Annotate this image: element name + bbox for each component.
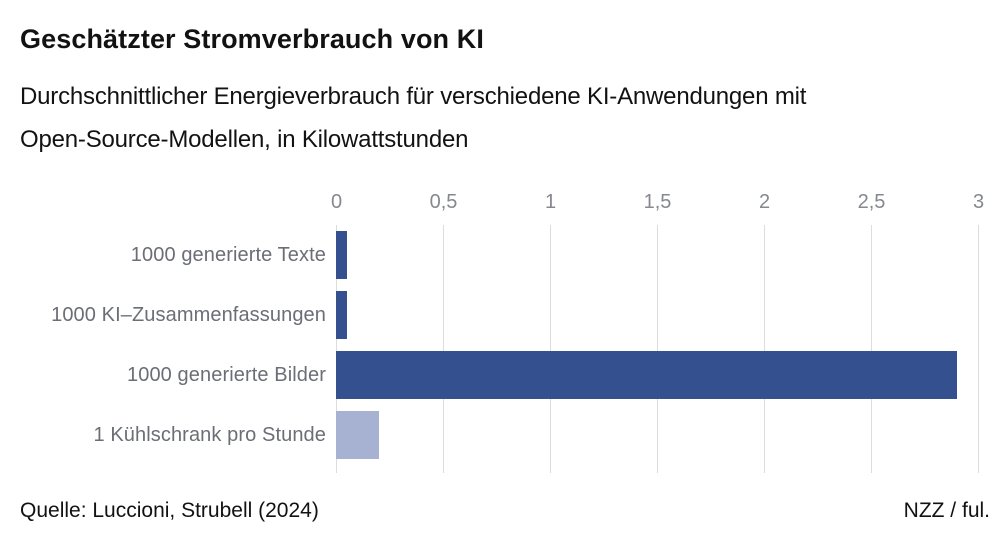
x-gridline bbox=[978, 225, 979, 473]
category-label: 1 Kühlschrank pro Stunde bbox=[93, 424, 326, 446]
category-label: 1000 generierte Bilder bbox=[127, 364, 326, 386]
bar-2 bbox=[336, 291, 347, 339]
source-note: Quelle: Luccioni, Strubell (2024) bbox=[20, 499, 319, 522]
x-tick-label: 2 bbox=[758, 191, 771, 213]
x-tick-label: 2,5 bbox=[857, 191, 886, 213]
category-label: 1000 KI–Zusammenfassungen bbox=[51, 304, 326, 326]
x-tick-label: 0,5 bbox=[429, 191, 458, 213]
x-gridline bbox=[764, 225, 765, 473]
chart-subtitle-line-1: Durchschnittlicher Energieverbrauch für … bbox=[20, 83, 807, 110]
bar-3 bbox=[336, 351, 957, 399]
x-gridline bbox=[443, 225, 444, 473]
bar-4 bbox=[336, 411, 379, 459]
category-label: 1000 generierte Texte bbox=[130, 244, 326, 266]
x-gridline bbox=[871, 225, 872, 473]
x-tick-label: 0 bbox=[330, 191, 343, 213]
x-tick-label: 1 bbox=[544, 191, 557, 213]
x-gridline bbox=[657, 225, 658, 473]
x-tick-label: 1,5 bbox=[643, 191, 672, 213]
chart-subtitle: Durchschnittlicher Energieverbrauch für … bbox=[20, 75, 806, 161]
chart-title: Geschätzter Stromverbrauch von KI bbox=[20, 24, 484, 54]
x-gridline bbox=[550, 225, 551, 473]
chart-subtitle-line-2: Open-Source-Modellen, in Kilowattstunden bbox=[20, 126, 469, 153]
bar-1 bbox=[336, 231, 347, 279]
credit-note: NZZ / ful. bbox=[903, 499, 990, 522]
x-tick-label: 3 bbox=[972, 191, 985, 213]
x-gridline bbox=[336, 225, 337, 473]
